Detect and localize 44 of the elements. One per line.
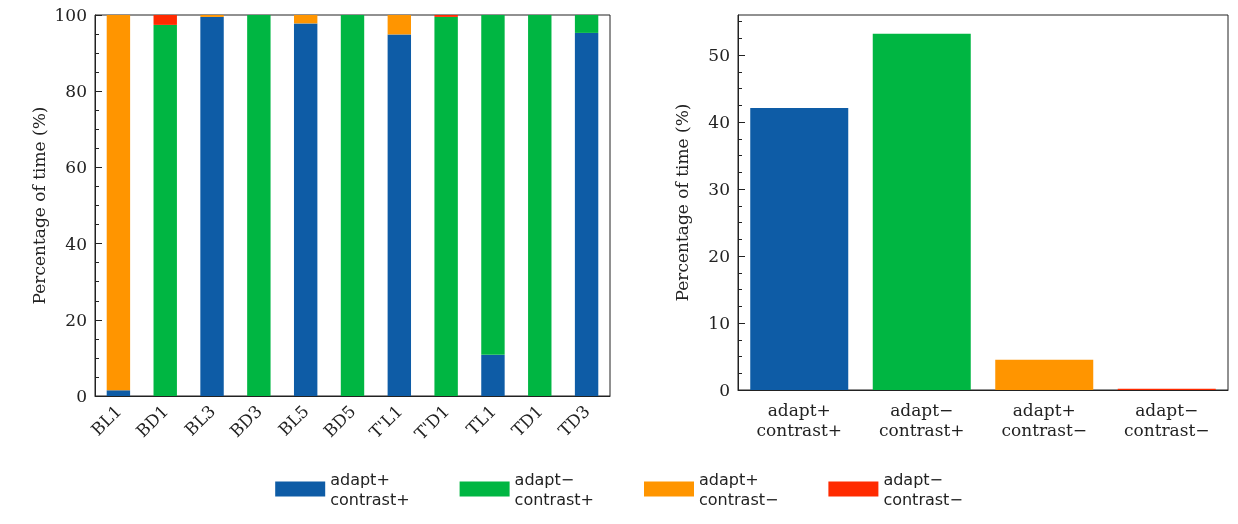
y-tick-label: 0 bbox=[76, 386, 87, 406]
y-axis-title: Percentage of time (%) bbox=[671, 103, 692, 302]
bar bbox=[434, 16, 458, 396]
legend-label: adapt− contrast+ bbox=[514, 469, 595, 509]
y-tick-label: 20 bbox=[65, 309, 87, 330]
y-tick-label: 40 bbox=[65, 233, 87, 254]
y-tick-label: 100 bbox=[54, 5, 87, 25]
bar bbox=[293, 15, 318, 24]
bar bbox=[574, 32, 599, 396]
bar bbox=[574, 15, 599, 33]
bar bbox=[387, 34, 412, 396]
bar bbox=[340, 15, 365, 396]
y-tick-label: 40 bbox=[708, 112, 730, 133]
x-tick-label: adapt− contrast− bbox=[1123, 400, 1210, 440]
bar bbox=[153, 24, 177, 396]
bar bbox=[481, 15, 505, 355]
y-tick-label: 80 bbox=[65, 81, 87, 102]
bar bbox=[387, 15, 412, 35]
y-tick-label: 0 bbox=[719, 380, 730, 400]
y-tick-label: 10 bbox=[708, 313, 730, 334]
x-tick-label: TD1 bbox=[507, 400, 547, 441]
y-tick-label: 60 bbox=[65, 157, 87, 178]
bar bbox=[200, 16, 224, 396]
x-tick-label: adapt− contrast+ bbox=[878, 400, 965, 440]
bar bbox=[106, 390, 131, 396]
bar bbox=[106, 15, 131, 391]
legend-label: adapt+ contrast− bbox=[699, 469, 779, 509]
legend-label: adapt− contrast− bbox=[883, 469, 963, 509]
bar bbox=[481, 354, 505, 396]
bar bbox=[153, 15, 177, 25]
y-tick-label: 30 bbox=[708, 179, 730, 200]
x-tick-label: TL1 bbox=[462, 400, 501, 439]
y-axis-title: Percentage of time (%) bbox=[28, 106, 49, 305]
x-tick-label: adapt+ contrast− bbox=[1001, 400, 1088, 440]
bar bbox=[872, 33, 971, 390]
bar bbox=[293, 23, 318, 396]
legend-label: adapt+ contrast+ bbox=[330, 469, 410, 509]
bar bbox=[750, 108, 849, 390]
y-tick-label: 20 bbox=[708, 246, 730, 267]
bar bbox=[995, 359, 1094, 390]
bar bbox=[528, 15, 552, 396]
y-tick-label: 50 bbox=[708, 45, 730, 66]
bar bbox=[247, 15, 271, 396]
x-tick-label: adapt+ contrast+ bbox=[756, 400, 843, 440]
